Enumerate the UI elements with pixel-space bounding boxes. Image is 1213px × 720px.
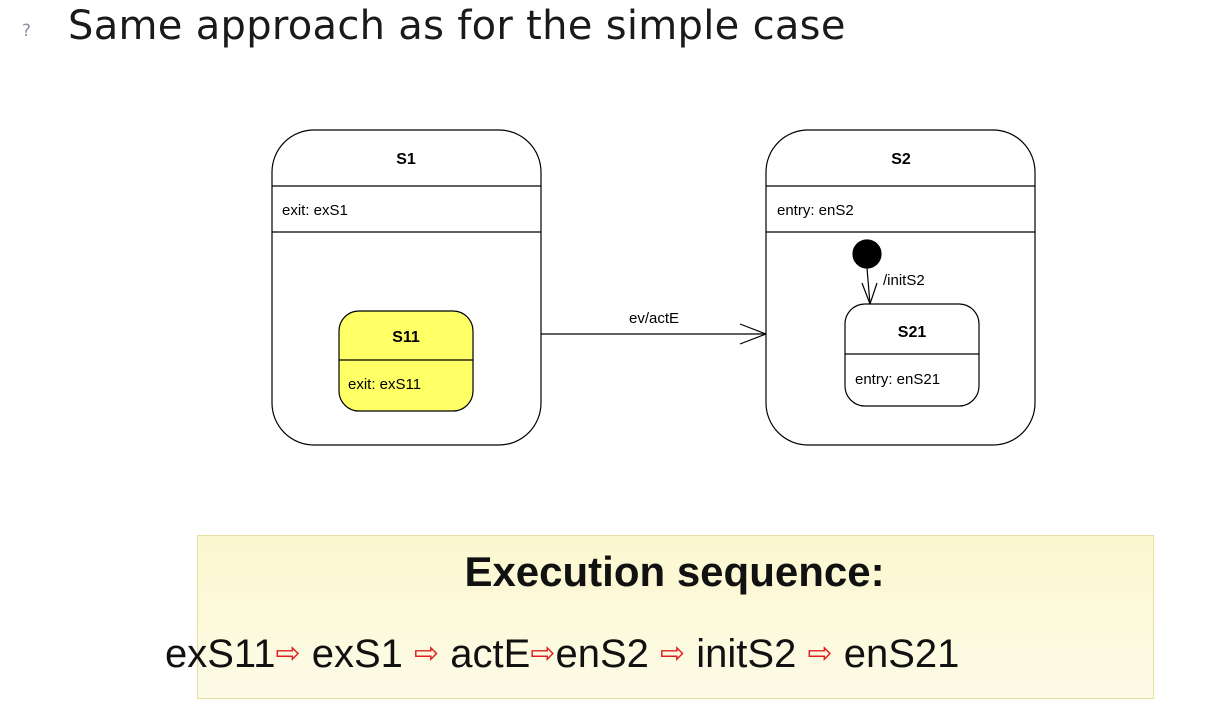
bullet-marker: ?: [22, 21, 32, 41]
sequence-step: enS21: [843, 632, 960, 676]
state-s21-action: entry: enS21: [855, 371, 940, 388]
execution-sequence-steps: exS11⇨ exS1 ⇨ actE⇨enS2 ⇨ initS2 ⇨ enS21: [165, 632, 1195, 677]
sequence-arrow-icon: ⇨: [660, 636, 686, 671]
state-s21: S21 entry: enS21: [844, 303, 980, 407]
state-s21-name: S21: [898, 324, 927, 341]
state-s11: S11 exit: exS11: [338, 310, 474, 412]
sequence-step: actE: [450, 632, 531, 676]
state-s11-action: exit: exS11: [348, 376, 421, 393]
transition-ev-acte: ev/actE: [541, 310, 768, 345]
sequence-step: initS2: [696, 632, 797, 676]
state-s2-name: S2: [891, 151, 911, 168]
state-machine-diagram: S1 exit: exS1 S11 exit: exS11 ev/actE S2…: [271, 129, 1036, 446]
state-s1-action: exit: exS1: [282, 202, 348, 219]
sequence-step: exS1: [311, 632, 403, 676]
state-s1-name: S1: [396, 151, 416, 168]
bullet-point: ? Same approach as for the simple case: [22, 0, 846, 52]
initial-pseudostate: /initS2: [852, 239, 925, 306]
execution-sequence-title: Execution sequence:: [464, 548, 885, 595]
state-s11-name: S11: [392, 329, 420, 346]
sequence-arrow-icon: ⇨: [807, 636, 833, 671]
execution-sequence-box: [197, 535, 1154, 699]
transition-label: ev/actE: [629, 310, 679, 327]
initial-transition-label: /initS2: [883, 272, 925, 289]
sequence-step: exS11: [165, 632, 276, 676]
bullet-text: Same approach as for the simple case: [68, 3, 846, 49]
state-s2-action: entry: enS2: [777, 202, 854, 219]
sequence-arrow-icon: ⇨: [530, 636, 556, 671]
sequence-arrow-icon: ⇨: [275, 636, 301, 671]
sequence-step: enS2: [555, 632, 649, 676]
sequence-arrow-icon: ⇨: [414, 636, 440, 671]
